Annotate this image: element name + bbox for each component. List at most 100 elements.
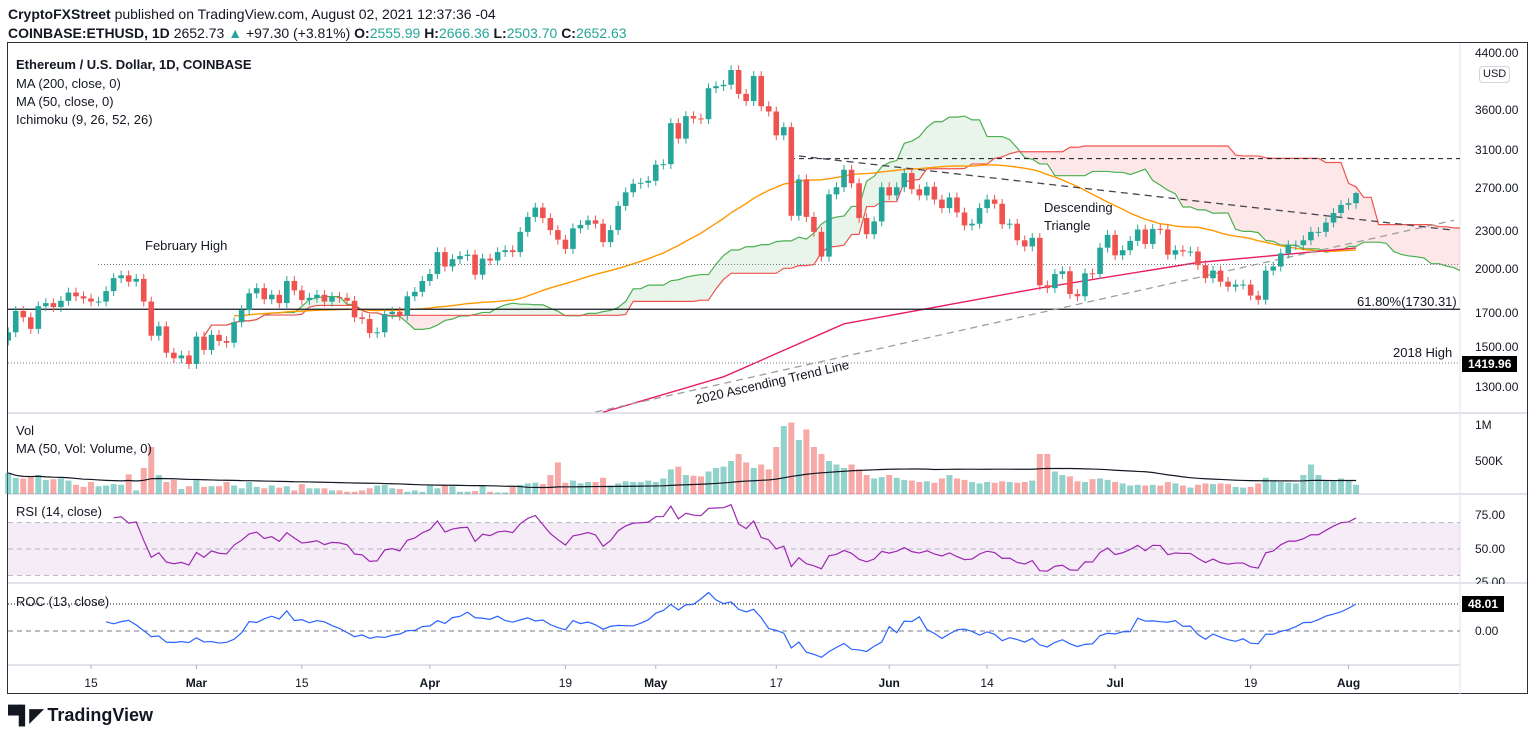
candle-body (1270, 266, 1277, 271)
candle-body (1029, 237, 1036, 247)
volume-bar (1315, 475, 1322, 494)
candle-body (878, 187, 885, 222)
ichimoku-cloud-segment (1182, 146, 1191, 207)
publisher-name[interactable]: CryptoFXStreet (8, 6, 111, 22)
candle-body (540, 207, 546, 219)
candle-body (788, 127, 795, 216)
candle-body (1353, 193, 1359, 204)
legend-volume[interactable]: Vol (16, 423, 35, 438)
volume-bar (396, 489, 403, 494)
candle-body (517, 231, 524, 253)
up-arrow-icon: ▲ (228, 25, 243, 41)
candle-body (1210, 270, 1216, 279)
volume-bar (321, 488, 328, 494)
ichimoku-cloud-segment (1280, 158, 1289, 246)
rsi-tick: 50.00 (1475, 542, 1506, 556)
candle-body (931, 186, 938, 200)
candle-body (524, 216, 531, 232)
candle-body (893, 187, 900, 196)
ichimoku-cloud-segment (904, 141, 912, 182)
ichimoku-cloud-segment (1009, 139, 1018, 154)
volume-bar (35, 475, 42, 494)
volume-bar (223, 482, 230, 494)
candle-body (622, 192, 629, 206)
volume-bar (366, 488, 373, 494)
candle-body (95, 301, 102, 303)
candle-body (1067, 271, 1073, 295)
candle-body (216, 334, 222, 341)
candle-body (284, 280, 290, 304)
volume-bar (622, 481, 629, 494)
candle-body (299, 290, 305, 301)
ichimoku-cloud-segment (1213, 146, 1221, 214)
candle-body (171, 352, 177, 359)
candle-body (547, 218, 554, 231)
candle-body (856, 183, 862, 219)
candle-body (976, 208, 983, 224)
volume-bar (1307, 464, 1314, 494)
volume-bar (193, 479, 200, 494)
candle-body (246, 293, 252, 311)
volume-bar (351, 491, 358, 494)
volume-bar (1014, 482, 1021, 494)
volume-bar (1338, 478, 1345, 494)
legend-roc[interactable]: ROC (13, close) (16, 594, 110, 609)
legend-ma200[interactable]: MA (200, close, 0) (16, 76, 121, 91)
ichimoku-cloud-segment (768, 241, 777, 274)
candle-body (961, 212, 968, 226)
candle-body (1052, 273, 1058, 289)
volume-bar (479, 485, 486, 494)
volume-bar (238, 488, 245, 494)
legend-ma50[interactable]: MA (50, close, 0) (16, 94, 114, 109)
candle-body (366, 318, 373, 334)
ichimoku-cloud-segment (1250, 155, 1259, 233)
symbol-info: COINBASE:ETHUSD, 1D 2652.73 ▲ +97.30 (+3… (8, 25, 627, 42)
candle-body (1323, 222, 1329, 232)
volume-bar (163, 482, 170, 494)
ichimoku-cloud-segment (1054, 151, 1063, 176)
volume-bar (720, 466, 727, 494)
ichimoku-cloud-segment (1295, 158, 1304, 249)
legend-rsi[interactable]: RSI (14, close) (16, 504, 102, 519)
volume-bar (208, 486, 215, 494)
volume-bar (1006, 482, 1013, 494)
volume-bar (637, 482, 644, 494)
candle-body (1149, 228, 1156, 244)
volume-bar (1029, 480, 1036, 494)
volume-bar (72, 484, 79, 494)
volume-bar (1097, 478, 1104, 494)
candle-body (780, 127, 787, 136)
x-axis-label: 14 (980, 676, 994, 690)
volume-bar (901, 479, 908, 494)
candle-body (750, 75, 757, 102)
volume-bar (276, 487, 283, 494)
x-axis-label: Jul (1106, 676, 1124, 690)
candle-body (487, 258, 493, 261)
candle-body (909, 173, 915, 190)
candle-body (675, 123, 682, 139)
candle-body (532, 207, 539, 217)
x-axis-label: May (644, 676, 668, 690)
candle-body (148, 301, 155, 336)
candle-body (253, 288, 260, 294)
candle-body (1104, 234, 1111, 248)
candle-body (939, 199, 945, 209)
volume-bar (931, 482, 938, 494)
volume-bar (487, 491, 494, 494)
volume-bar (155, 475, 162, 494)
candle-body (73, 292, 79, 297)
ichimoku-cloud-segment (731, 249, 739, 274)
candle-body (796, 179, 802, 216)
candle-body (1202, 265, 1209, 279)
legend-ichimoku[interactable]: Ichimoku (9, 26, 52, 26) (16, 112, 153, 127)
legend-volume-ma[interactable]: MA (50, Vol: Volume, 0) (16, 441, 152, 456)
candle-body (1112, 234, 1118, 256)
volume-bar (961, 479, 968, 494)
tradingview-logo[interactable]: ▀▌◤ TradingView (8, 705, 153, 726)
roc-last-tag: 48.01 (1462, 596, 1505, 612)
currency-button[interactable]: USD (1479, 66, 1511, 83)
volume-bar (298, 484, 305, 494)
volume-bar (426, 485, 433, 494)
candle-body (1308, 231, 1314, 241)
